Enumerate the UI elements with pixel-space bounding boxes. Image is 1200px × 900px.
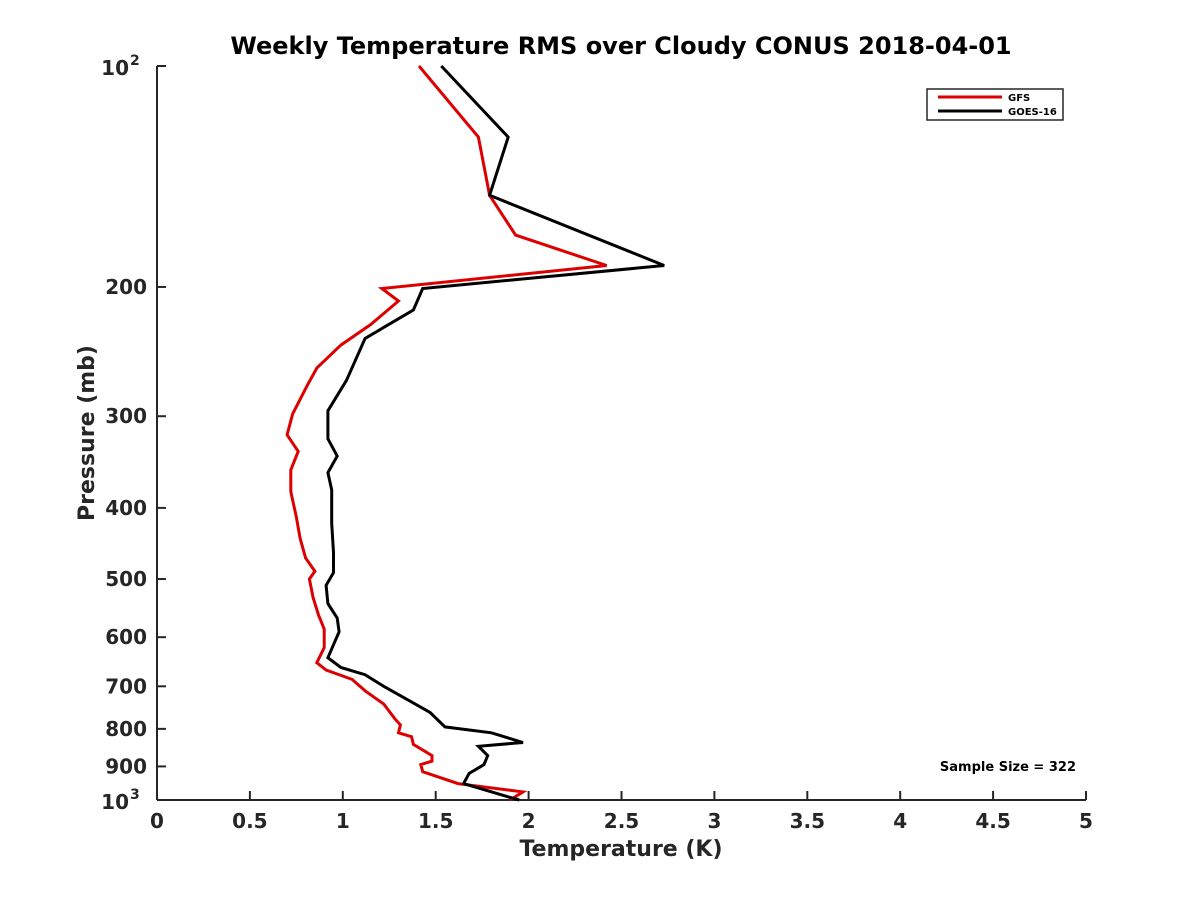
y-tick-label: 600 — [105, 625, 147, 649]
y-tick-label-exponent: 2 — [130, 53, 140, 69]
x-axis-title: Temperature (K) — [519, 837, 722, 862]
y-tick-label: 700 — [105, 674, 147, 698]
x-tick-label: 0.5 — [232, 809, 267, 833]
y-tick-label: 300 — [105, 404, 147, 428]
x-tick-label: 5 — [1079, 809, 1093, 833]
x-tick-label: 3 — [707, 809, 721, 833]
x-tick-label: 4 — [893, 809, 907, 833]
x-tick-label: 1 — [336, 809, 350, 833]
x-tick-label: 3.5 — [790, 809, 825, 833]
x-tick-label: 2 — [522, 809, 536, 833]
y-axis-title: Pressure (mb) — [75, 345, 100, 521]
y-tick-label-base: 10 — [101, 790, 129, 814]
series-line-goes-16 — [324, 64, 665, 802]
x-tick-label: 0 — [150, 809, 164, 833]
x-tick-label: 1.5 — [418, 809, 453, 833]
y-tick-label: 500 — [105, 567, 147, 591]
y-tick-label: 900 — [105, 754, 147, 778]
legend-label: GFS — [1008, 93, 1030, 104]
chart-title: Weekly Temperature RMS over Cloudy CONUS… — [230, 32, 1011, 60]
y-tick-label: 400 — [105, 496, 147, 520]
x-tick-label: 4.5 — [975, 809, 1010, 833]
series-line-gfs — [285, 65, 608, 802]
sample-size-annotation: Sample Size = 322 — [940, 760, 1076, 775]
y-tick-label-exponent: 3 — [130, 787, 140, 803]
y-tick-label: 200 — [105, 275, 147, 299]
legend-label: GOES-16 — [1008, 107, 1057, 118]
y-tick-label-base: 10 — [101, 56, 129, 80]
y-tick-label: 800 — [105, 717, 147, 741]
legend-box — [926, 88, 1064, 121]
x-tick-label: 2.5 — [604, 809, 639, 833]
legend: GFS GOES-16 — [926, 88, 1064, 121]
